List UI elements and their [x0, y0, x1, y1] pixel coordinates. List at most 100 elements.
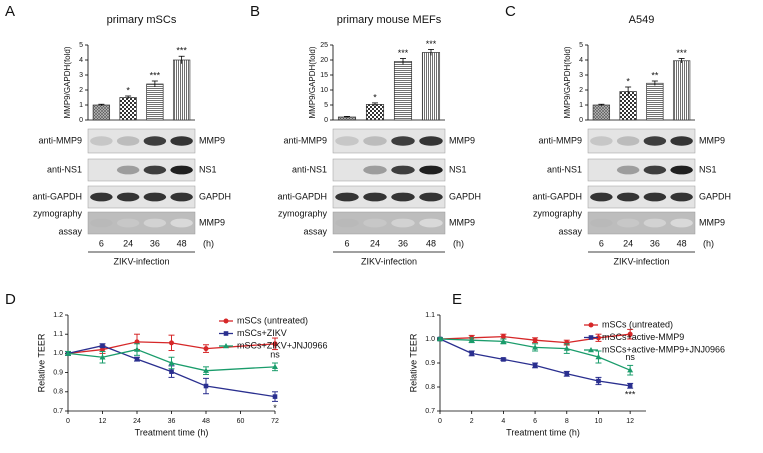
x-tick-label: 60	[237, 418, 245, 425]
marker	[588, 322, 594, 328]
x-tick-label: 6	[599, 238, 604, 248]
y-tick-label: 1.0	[425, 336, 435, 343]
bar	[172, 59, 191, 121]
bar	[672, 60, 691, 121]
marker	[223, 343, 229, 349]
blot-band	[391, 192, 415, 202]
y-tick-label: 25	[320, 42, 328, 49]
marker	[134, 346, 140, 352]
series	[65, 343, 278, 376]
blot-band	[643, 192, 667, 202]
blot-band	[143, 192, 167, 202]
marker	[169, 340, 174, 346]
blot-target: NS1	[449, 164, 467, 174]
x-unit: (h)	[453, 238, 464, 248]
marker	[588, 347, 594, 353]
blot-label: assay	[558, 226, 582, 236]
bar	[365, 104, 385, 121]
y-tick-label: 0.9	[425, 360, 435, 367]
y-tick-label: 1.1	[425, 312, 435, 319]
marker	[100, 347, 105, 353]
y-tick-label: 5	[579, 42, 583, 49]
blot-band	[616, 136, 640, 146]
blot-band	[363, 192, 387, 202]
y-tick-label: 1	[579, 102, 583, 109]
marker	[500, 334, 506, 340]
blot-band	[363, 136, 387, 146]
x-tick-label: 48	[202, 418, 210, 425]
legend-label: mSCs+ZIKV	[237, 328, 287, 338]
marker	[501, 357, 506, 362]
y-tick-label: 15	[320, 72, 328, 79]
y-tick-label: 1.2	[53, 312, 63, 319]
y-axis-label: MMP9/GAPDH(fold)	[63, 46, 72, 118]
series-line	[67, 348, 276, 372]
legend-label: mSCs+active-MMP9	[602, 332, 684, 342]
y-tick-label: 4	[79, 57, 83, 64]
x-tick-label: 48	[177, 238, 187, 248]
x-tick-label: 12	[626, 418, 634, 425]
significance: ***	[625, 390, 636, 400]
x-tick-label: 24	[133, 418, 141, 425]
marker	[272, 394, 278, 399]
blot-label: zymography	[278, 208, 328, 218]
blot	[87, 158, 196, 182]
blot-target: NS1	[199, 164, 217, 174]
blot-band	[616, 218, 640, 228]
x-tick-label: 36	[650, 238, 660, 248]
blot-label: anti-MMP9	[283, 135, 327, 145]
blot-band	[116, 218, 140, 228]
blot-label: anti-MMP9	[538, 135, 582, 145]
x-tick-label: 24	[370, 238, 380, 248]
blot-band	[143, 218, 167, 228]
blot-label: zymography	[533, 208, 583, 218]
x-unit: (h)	[203, 238, 214, 248]
marker	[134, 339, 140, 345]
blot-band	[143, 165, 167, 175]
marker	[627, 383, 633, 389]
blot-label: assay	[303, 226, 327, 236]
marker	[532, 363, 538, 368]
blot-target: MMP9	[199, 217, 225, 227]
blot	[332, 211, 446, 235]
blot-band	[363, 165, 387, 175]
x-tick-label: 8	[565, 418, 569, 425]
marker	[437, 336, 443, 342]
blot-band	[335, 218, 359, 228]
marker	[627, 367, 634, 373]
y-tick-label: 0	[324, 117, 328, 124]
series	[437, 336, 634, 376]
blot-band	[616, 165, 640, 175]
blot-band	[363, 218, 387, 228]
blot-target: MMP9	[699, 217, 725, 227]
marker	[564, 371, 570, 377]
marker	[532, 337, 538, 343]
blot-band	[419, 136, 443, 146]
y-tick-label: 2	[79, 87, 83, 94]
blot-target: MMP9	[449, 217, 475, 227]
blot-band	[116, 136, 140, 146]
blot-label: anti-GAPDH	[32, 191, 82, 201]
blot-label: zymography	[33, 208, 83, 218]
x-tick-label: 48	[426, 238, 436, 248]
marker	[468, 337, 475, 343]
blot-band	[90, 192, 113, 202]
x-tick-label: 0	[438, 418, 442, 425]
panel-label: C	[505, 3, 516, 20]
blot	[87, 211, 196, 235]
y-axis-label: MMP9/GAPDH(fold)	[308, 46, 317, 118]
blot-label: anti-GAPDH	[532, 191, 582, 201]
significance: *	[373, 92, 377, 102]
x-tick-label: 48	[677, 238, 687, 248]
blot-target: NS1	[699, 164, 717, 174]
blot-label: anti-GAPDH	[277, 191, 327, 201]
x-tick-label: 24	[123, 238, 133, 248]
significance: ***	[676, 48, 687, 58]
chart-title: primary mSCs	[107, 14, 177, 26]
blot-label: assay	[58, 226, 82, 236]
chart-title: primary mouse MEFs	[337, 14, 442, 26]
y-tick-label: 5	[324, 102, 328, 109]
y-tick-label: 0.7	[425, 408, 435, 415]
marker	[203, 346, 209, 352]
